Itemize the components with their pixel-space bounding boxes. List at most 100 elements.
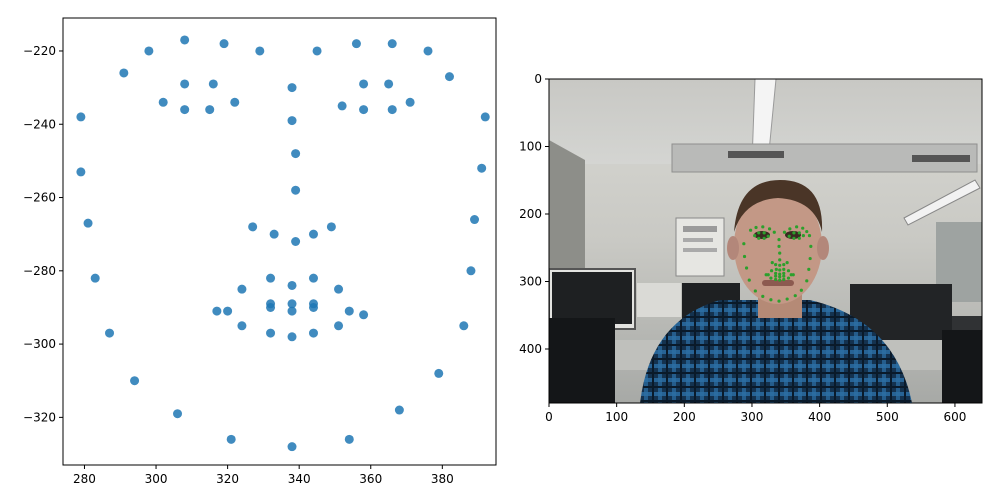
- scatter-point: [248, 222, 258, 232]
- x-tick-label: 320: [216, 472, 239, 486]
- scatter-point: [384, 79, 394, 89]
- landmark-point: [782, 263, 786, 267]
- scatter-point: [326, 222, 336, 232]
- landmark-point: [777, 244, 781, 248]
- landmark-point: [805, 229, 809, 234]
- scatter-point: [359, 79, 369, 89]
- scatter-point: [76, 112, 86, 122]
- landmark-point: [785, 297, 789, 301]
- scatter-point: [287, 442, 297, 452]
- landmark-point: [774, 274, 778, 278]
- scatter-point: [344, 434, 354, 444]
- scatter-x-axis: 280 300 320 340 360 380: [73, 465, 454, 486]
- scatter-point: [291, 185, 301, 195]
- landmark-point: [761, 294, 765, 298]
- landmark-point: [792, 231, 796, 235]
- landmark-point: [782, 274, 786, 278]
- scatter-point: [158, 97, 168, 107]
- landmark-point: [797, 236, 801, 240]
- landmark-point: [769, 269, 774, 273]
- landmark-point: [778, 272, 782, 276]
- landmark-points: [742, 225, 813, 303]
- y-tick-label: −300: [23, 337, 56, 351]
- landmark-point: [769, 298, 773, 302]
- x-tick-label: 280: [73, 472, 96, 486]
- scatter-point: [351, 39, 361, 49]
- scatter-point: [119, 68, 129, 78]
- scatter-point: [230, 97, 240, 107]
- landmark-point: [809, 244, 813, 248]
- scatter-point: [287, 280, 297, 290]
- scatter-point: [266, 328, 276, 338]
- y-tick-label: −320: [23, 410, 56, 424]
- landmark-point: [761, 225, 765, 229]
- x-tick-label: 300: [145, 472, 168, 486]
- y-tick-label: 0: [534, 72, 542, 86]
- y-tick-label: −220: [23, 44, 56, 58]
- x-tick-label: 400: [808, 410, 831, 424]
- image-y-axis: 0 100 200 300 400: [519, 72, 549, 356]
- scatter-point: [144, 46, 154, 56]
- landmark-point: [778, 251, 782, 255]
- scatter-point: [105, 328, 115, 338]
- scatter-point: [226, 434, 236, 444]
- scatter-point: [223, 306, 233, 316]
- scatter-point: [291, 149, 301, 159]
- scatter-point: [237, 284, 247, 294]
- x-tick-label: 500: [876, 410, 899, 424]
- scatter-point: [180, 79, 190, 89]
- landmark-point: [797, 231, 801, 235]
- landmark-point: [805, 279, 809, 283]
- x-tick-label: 600: [943, 410, 966, 424]
- x-tick-label: 360: [359, 472, 382, 486]
- scatter-point: [308, 273, 318, 283]
- scatter-point: [405, 97, 415, 107]
- scatter-plot-area: [63, 18, 496, 465]
- scatter-point: [480, 112, 490, 122]
- scatter-point: [130, 376, 140, 386]
- scatter-point: [466, 266, 476, 276]
- scatter-point: [359, 310, 369, 320]
- scatter-point: [76, 167, 86, 177]
- landmark-point: [774, 267, 778, 271]
- landmark-point: [782, 267, 786, 271]
- landmark-point: [785, 261, 789, 265]
- y-tick-label: 100: [519, 140, 542, 154]
- scatter-y-axis: −220 −240 −260 −280 −300 −320: [23, 44, 63, 424]
- landmark-point: [754, 225, 758, 230]
- scatter-point: [334, 284, 344, 294]
- landmark-point: [782, 271, 786, 275]
- scatter-point: [312, 46, 322, 56]
- scatter-point: [208, 79, 218, 89]
- scatter-point: [394, 405, 404, 415]
- y-tick-label: −260: [23, 191, 56, 205]
- scatter-point: [255, 46, 265, 56]
- scatter-point: [205, 105, 215, 115]
- scatter-point: [219, 39, 229, 49]
- scatter-point: [287, 83, 297, 93]
- scatter-point: [266, 273, 276, 283]
- x-tick-label: 340: [288, 472, 311, 486]
- x-tick-label: 200: [673, 410, 696, 424]
- image-plot: 0 100 200 300 400 500 600 0 100 200 300 400: [519, 72, 983, 424]
- landmark-point: [807, 234, 812, 238]
- landmark-point: [742, 242, 746, 246]
- landmark-point: [778, 278, 782, 282]
- scatter-point: [173, 409, 183, 419]
- scatter-point: [477, 163, 487, 173]
- landmark-point: [762, 231, 766, 235]
- scatter-point: [180, 105, 190, 115]
- landmark-point: [747, 278, 751, 282]
- scatter-point: [308, 302, 318, 312]
- scatter-plot: 280 300 320 340 360 380 −220−240−260−280−300−…: [23, 17, 497, 486]
- y-tick-label: −240: [23, 117, 56, 131]
- scatter-point: [287, 306, 297, 316]
- scatter-point: [287, 332, 297, 342]
- landmark-point: [778, 258, 782, 262]
- x-tick-label: 380: [431, 472, 454, 486]
- landmark-point: [778, 275, 782, 279]
- landmark-point: [808, 256, 812, 261]
- scatter-point: [387, 39, 397, 49]
- scatter-plot-frame: [62, 17, 497, 466]
